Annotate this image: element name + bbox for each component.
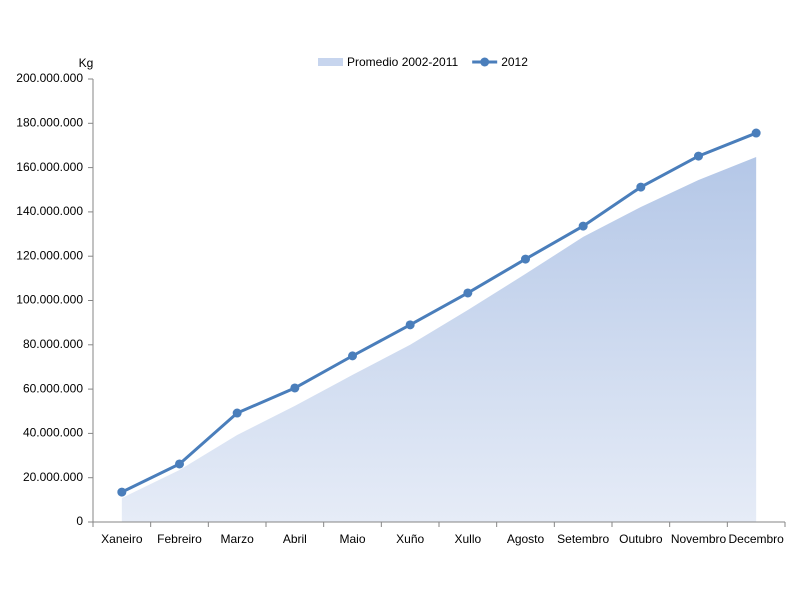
y-tick-label: 100.000.000: [16, 293, 83, 307]
legend-label: Promedio 2002-2011: [347, 55, 459, 69]
y-axis-title: Kg: [79, 56, 94, 70]
x-tick-label: Febreiro: [157, 532, 202, 546]
y-tick-label: 160.000.000: [16, 160, 83, 174]
marker: [405, 320, 415, 330]
x-tick-label: Maio: [339, 532, 365, 546]
y-tick-label: 200.000.000: [16, 71, 83, 85]
marker: [117, 487, 127, 497]
marker: [636, 182, 646, 192]
marker: [348, 351, 357, 361]
x-tick-label: Xuño: [396, 532, 424, 546]
marker: [521, 254, 530, 264]
marker: [751, 128, 761, 138]
marker: [232, 408, 242, 418]
area: [121, 156, 757, 522]
x-tick-label: Agosto: [507, 532, 545, 546]
legend-label: 2012: [501, 55, 528, 69]
x-tick-label: Marzo: [220, 532, 254, 546]
y-tick-label: 180.000.000: [16, 115, 83, 129]
y-tick-label: 120.000.000: [16, 248, 83, 262]
x-tick-label: Abril: [283, 532, 307, 546]
y-tick-label: 60.000.000: [23, 381, 83, 395]
y-tick-label: 80.000.000: [23, 337, 83, 351]
marker: [578, 221, 588, 231]
x-tick-label: Novembro: [671, 532, 727, 546]
x-tick-label: Xullo: [454, 532, 481, 546]
x-tick-label: Decembro: [728, 532, 784, 546]
line: [121, 131, 757, 494]
y-tick-label: 140.000.000: [16, 204, 83, 218]
y-tick-label: 40.000.000: [23, 426, 83, 440]
legend-swatch: [318, 58, 343, 66]
marker: [463, 288, 473, 298]
x-tick-label: Xaneiro: [101, 532, 143, 546]
x-tick-label: Outubro: [619, 532, 663, 546]
legend-swatch: [480, 57, 490, 67]
marker: [290, 383, 300, 393]
y-tick-label: 20.000.000: [23, 470, 83, 484]
marker: [175, 459, 184, 469]
marker: [694, 151, 703, 161]
y-tick-label: 0: [76, 514, 83, 528]
x-tick-label: Setembro: [557, 532, 609, 546]
